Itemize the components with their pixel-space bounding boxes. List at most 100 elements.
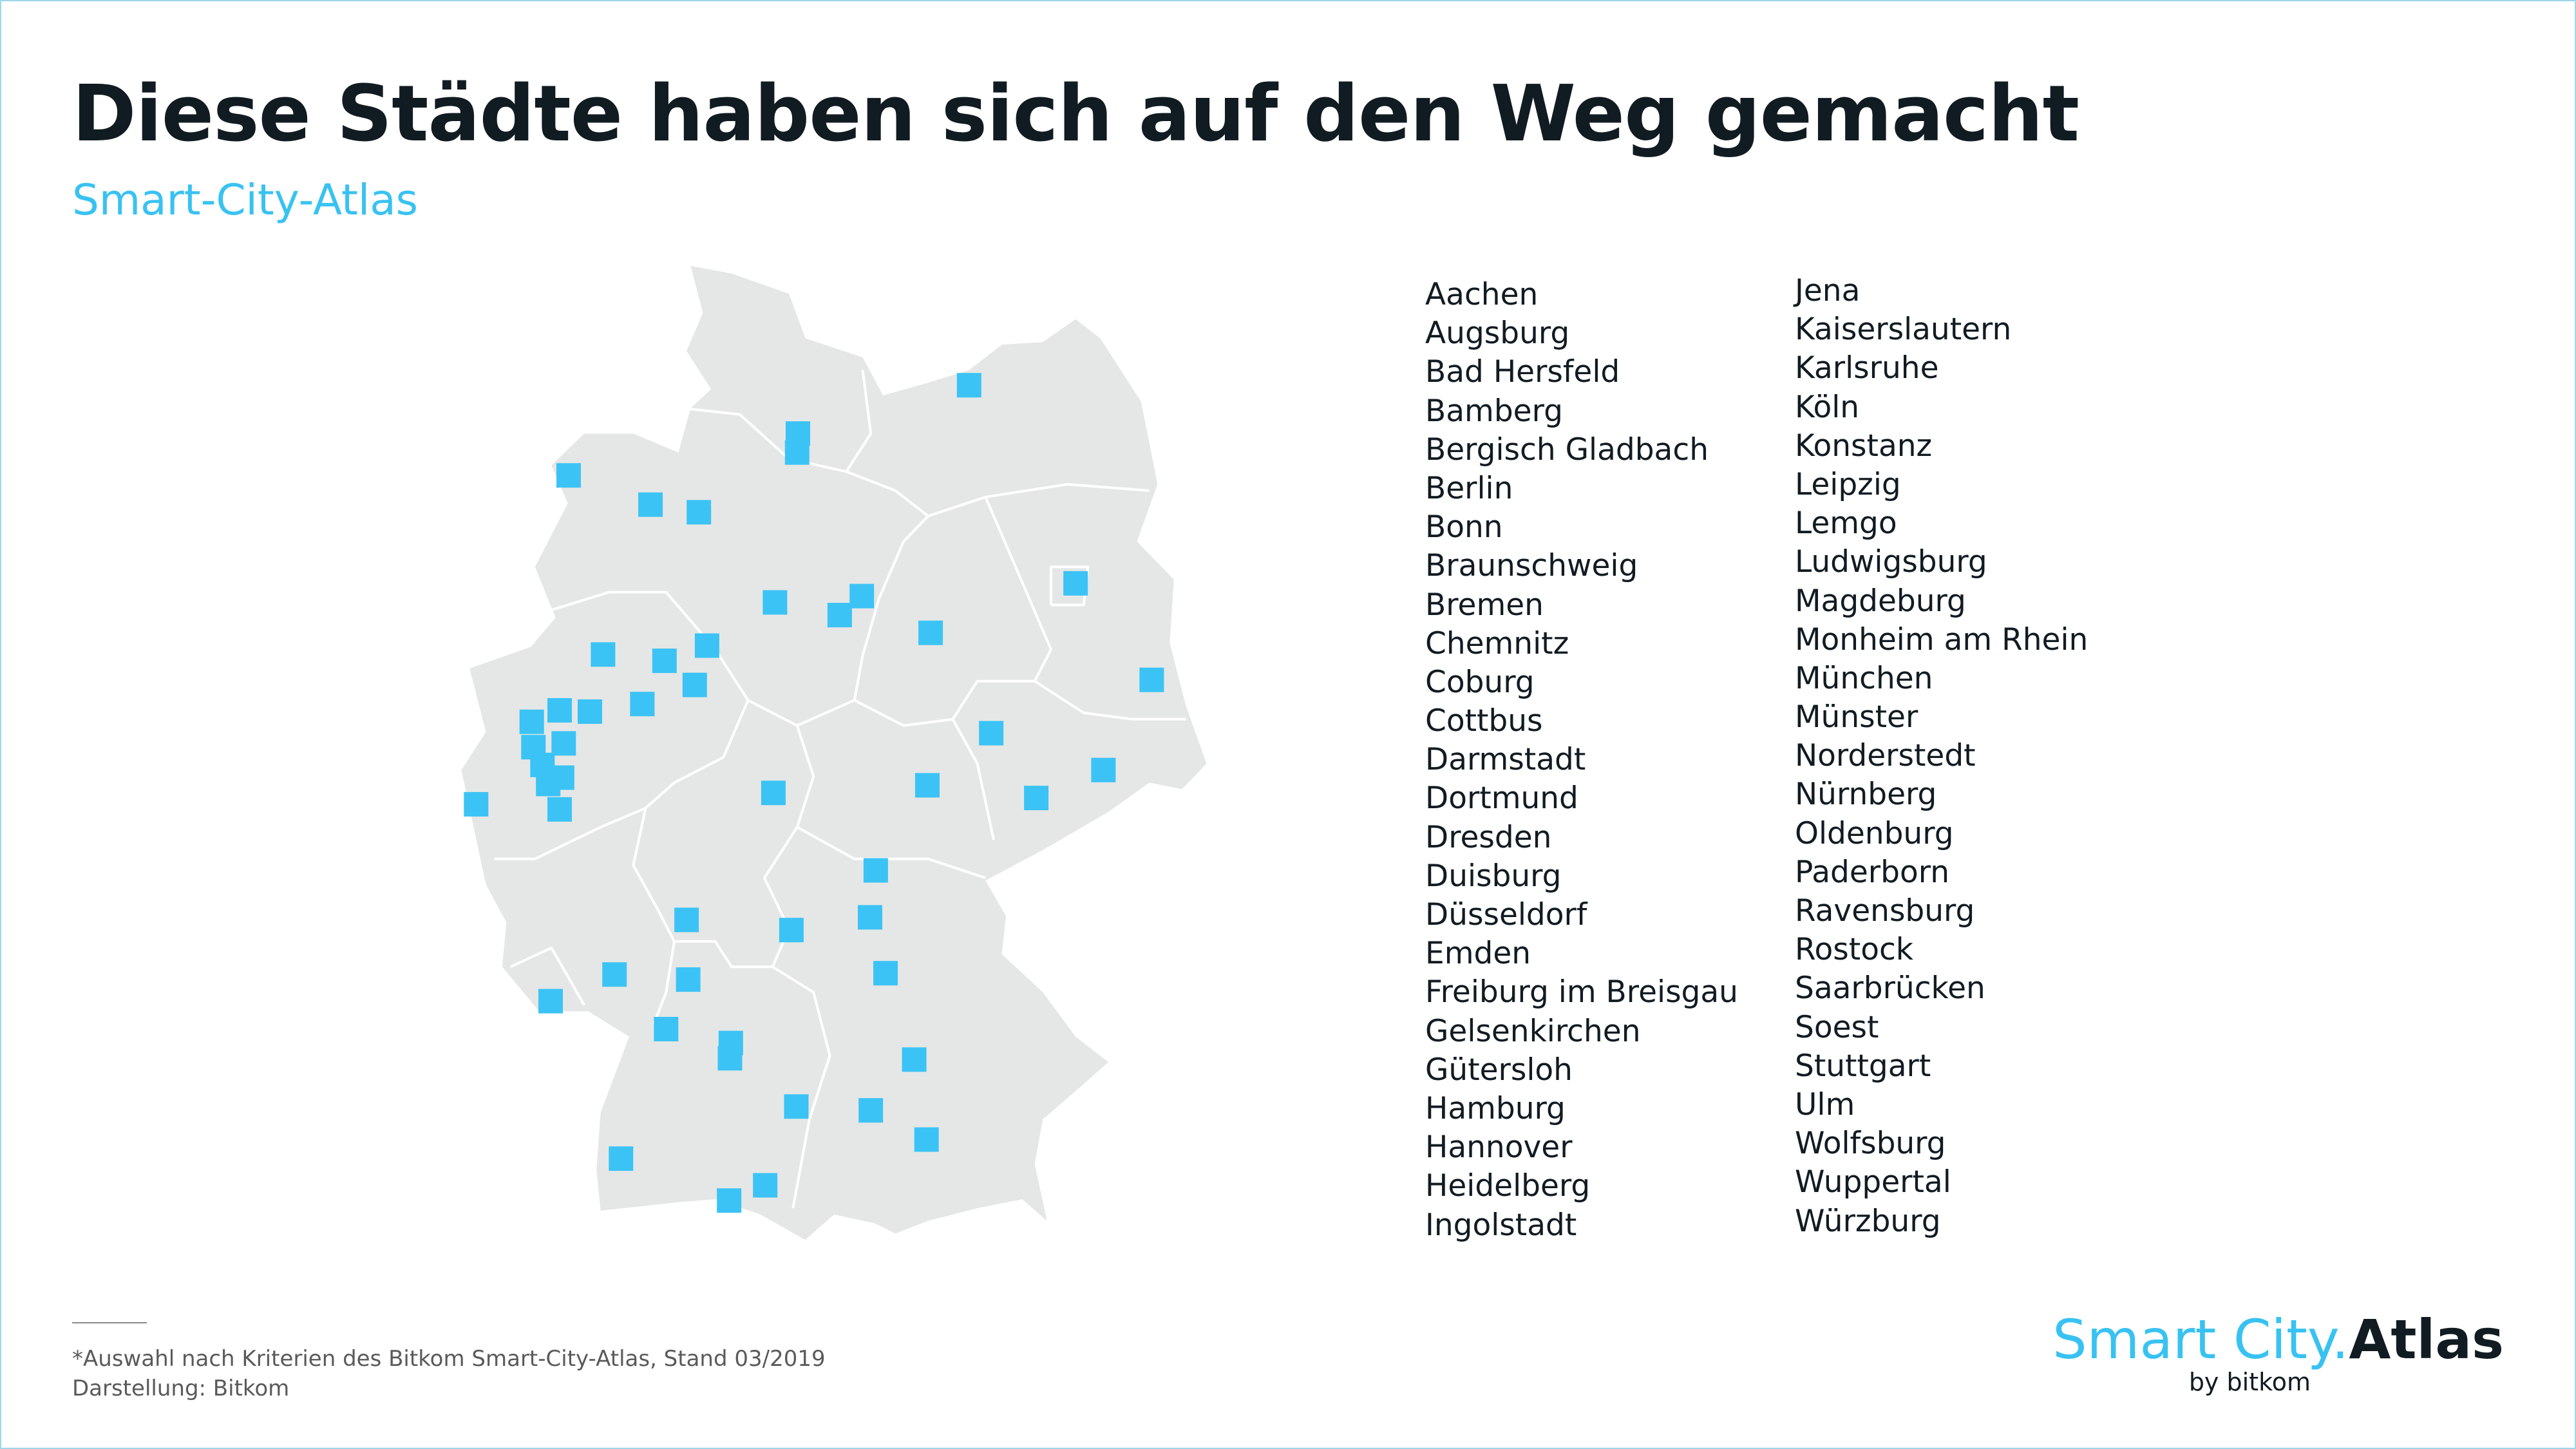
city-list-item: Ingolstadt — [1425, 1207, 1577, 1243]
city-list-item: Augsburg — [1425, 316, 1570, 352]
city-marker — [1024, 786, 1049, 811]
city-list-item: Ravensburg — [1795, 893, 1975, 929]
city-list-item: Rostock — [1795, 932, 1914, 968]
city-marker — [863, 858, 888, 883]
state-border-line — [795, 699, 986, 880]
city-marker — [464, 791, 489, 817]
city-list-item: Norderstedt — [1795, 738, 1976, 774]
city-list-item: Freiburg im Breisgau — [1425, 974, 1738, 1010]
page-title: Diese Städte haben sich auf den Weg gema… — [72, 70, 2079, 159]
city-marker — [547, 797, 572, 822]
city-marker — [547, 698, 572, 723]
city-marker — [551, 731, 576, 756]
state-border-line — [632, 808, 676, 1025]
city-list-item: Hamburg — [1425, 1090, 1566, 1126]
state-border-line — [747, 699, 798, 727]
city-list-item: Darmstadt — [1425, 742, 1586, 778]
city-marker — [956, 373, 981, 398]
city-list-item: Hannover — [1425, 1130, 1573, 1166]
state-border-line — [682, 406, 1150, 518]
city-marker — [873, 961, 898, 986]
city-marker — [687, 500, 712, 525]
city-marker — [849, 583, 875, 609]
city-marker — [591, 642, 616, 667]
city-list-item: Köln — [1795, 389, 1860, 425]
city-list-item: Stuttgart — [1795, 1048, 1931, 1084]
city-marker — [979, 721, 1004, 746]
city-marker — [638, 492, 663, 517]
city-list-item: Bamberg — [1425, 393, 1563, 429]
city-marker — [630, 692, 655, 717]
city-list-item: Nürnberg — [1795, 777, 1937, 813]
city-marker — [538, 989, 563, 1014]
city-list-item: Düsseldorf — [1425, 897, 1587, 933]
city-list-item: Heidelberg — [1425, 1168, 1591, 1204]
city-list-item: Gelsenkirchen — [1425, 1013, 1641, 1049]
state-border-line — [845, 370, 873, 473]
state-border-line — [1034, 680, 1186, 721]
city-list-item: Dortmund — [1425, 781, 1578, 817]
city-list-item: Münster — [1795, 699, 1918, 735]
city-list-item: Berlin — [1425, 470, 1513, 506]
city-list-item: Leipzig — [1795, 466, 1901, 502]
city-marker — [609, 1146, 634, 1171]
logo-smart: Smart City — [2052, 1308, 2332, 1371]
city-markers — [464, 373, 1164, 1213]
city-list-column-2: Jena Kaiserslautern Karlsruhe Köln Konstanz L… — [1795, 272, 2088, 1241]
city-list-item: Aachen — [1425, 277, 1539, 312]
page-subtitle: Smart-City-Atlas — [72, 175, 419, 225]
city-list-item: Lemgo — [1795, 506, 1897, 542]
city-marker — [676, 967, 701, 992]
city-marker — [694, 633, 719, 658]
city-list-item: Bergisch Gladbach — [1425, 431, 1709, 468]
city-marker — [918, 620, 943, 645]
city-list-item: Konstanz — [1795, 428, 1933, 464]
city-marker — [654, 1017, 679, 1041]
state-border-line — [674, 826, 799, 969]
city-marker — [519, 709, 544, 734]
state-border-line — [1050, 565, 1090, 607]
city-marker — [827, 603, 852, 628]
city-list-item: Emden — [1425, 936, 1531, 972]
city-marker — [1063, 571, 1088, 596]
city-marker — [753, 1173, 778, 1198]
logo-dot: . — [2331, 1308, 2349, 1371]
city-list-item: Wuppertal — [1795, 1164, 1951, 1200]
city-list-item: Jena — [1795, 273, 1861, 308]
city-marker — [902, 1047, 927, 1072]
city-marker — [779, 918, 804, 943]
city-list-item: Monheim am Rhein — [1795, 621, 2088, 658]
city-list-item: Duisburg — [1425, 858, 1562, 894]
germany-map — [457, 261, 1211, 1253]
city-list-item: Braunschweig — [1425, 548, 1638, 584]
city-marker — [578, 699, 602, 724]
germany-map-svg — [461, 265, 1207, 1240]
city-list-item: Kaiserslautern — [1795, 312, 2012, 348]
state-border-line — [494, 591, 750, 860]
state-border-line — [853, 497, 1052, 727]
state-border-line — [951, 718, 995, 840]
city-list-item: Magdeburg — [1795, 583, 1966, 619]
logo-by-bitkom: by bitkom — [2188, 1368, 2311, 1396]
city-marker — [602, 962, 627, 987]
city-marker — [761, 781, 786, 806]
city-list-item: Würzburg — [1795, 1203, 1941, 1239]
city-marker — [858, 905, 882, 930]
city-list-item: Paderborn — [1795, 854, 1949, 890]
city-marker — [858, 1098, 884, 1123]
city-list-item: Dresden — [1425, 819, 1552, 855]
city-marker — [915, 773, 940, 798]
city-list-item: Soest — [1795, 1009, 1879, 1045]
city-list-item: Coburg — [1425, 664, 1535, 700]
city-marker — [762, 590, 788, 615]
city-list-item: Ulm — [1795, 1086, 1855, 1122]
smart-city-atlas-logo: Smart City.Atlas by bitkom — [2052, 1307, 2504, 1396]
city-list-item: Bremen — [1425, 587, 1544, 623]
city-list-item: Wolfsburg — [1795, 1126, 1946, 1162]
city-marker — [717, 1046, 743, 1071]
city-list-item: Saarbrücken — [1795, 971, 1985, 1007]
city-list-item: Cottbus — [1425, 703, 1543, 739]
city-marker — [682, 672, 707, 697]
city-list-item: Ludwigsburg — [1795, 544, 1987, 580]
